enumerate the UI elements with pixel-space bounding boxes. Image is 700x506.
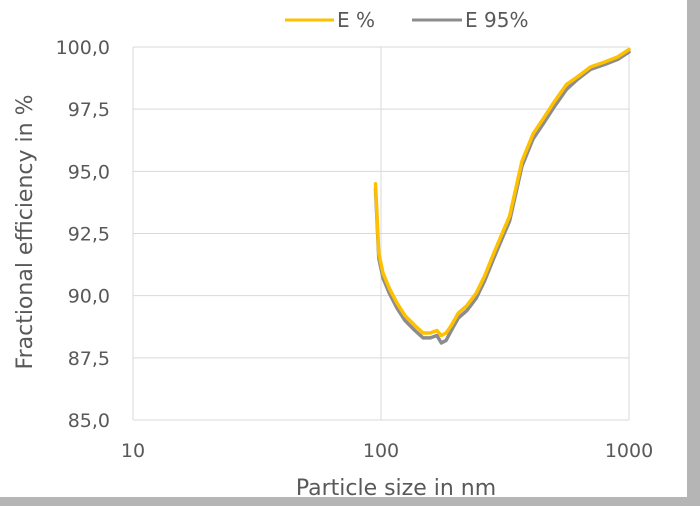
chart-frame: 85,0 87,5 90,0 92,5 95,0 97,5 100,0 10 100 1000 P…	[0, 0, 687, 497]
y-tick-label: 90,0	[68, 286, 110, 308]
series-line-e-95-percent	[373, 50, 631, 345]
y-tick-label: 100,0	[56, 37, 110, 59]
x-tick-label: 1000	[605, 440, 653, 462]
x-axis-title: Particle size in nm	[296, 476, 496, 497]
y-axis-title: Fractional efficiency in %	[13, 95, 38, 370]
series-line-e-percent	[373, 47, 631, 338]
y-tick-label: 87,5	[68, 348, 110, 370]
series-lines	[373, 47, 631, 345]
fractional-efficiency-chart: 85,0 87,5 90,0 92,5 95,0 97,5 100,0 10 100 1000 P…	[13, 8, 654, 497]
grid	[132, 46, 630, 421]
legend-label-e-95-percent: E 95%	[465, 8, 528, 32]
x-tick-label: 10	[121, 440, 145, 462]
tick-labels: 85,0 87,5 90,0 92,5 95,0 97,5 100,0 10 100 1000	[56, 37, 654, 462]
y-tick-label: 97,5	[68, 99, 110, 121]
legend-label-e-percent: E %	[337, 8, 375, 32]
y-tick-label: 95,0	[68, 161, 110, 183]
x-tick-label: 100	[363, 440, 399, 462]
y-tick-label: 92,5	[68, 224, 110, 246]
y-tick-label: 85,0	[68, 410, 110, 432]
legend: E % E 95%	[285, 8, 528, 32]
